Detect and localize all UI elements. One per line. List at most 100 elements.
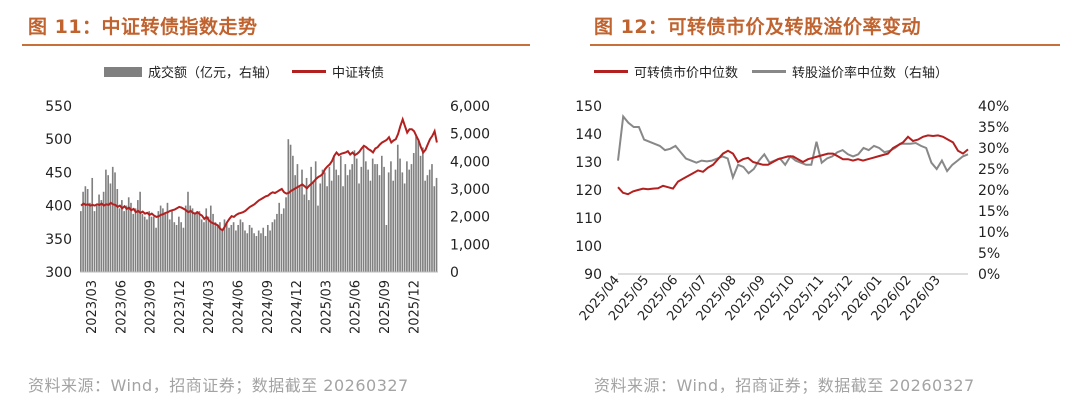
y-right-tick-label: 0 — [450, 265, 459, 281]
y-right-tick-label: 1,000 — [450, 237, 490, 253]
volume-bar — [214, 222, 217, 272]
volume-bar — [385, 224, 388, 272]
volume-bar — [180, 222, 182, 272]
y-right-tick-label: 35% — [978, 120, 1009, 136]
y-right-tick-label: 2,000 — [450, 210, 490, 226]
volume-bar — [84, 186, 87, 272]
volume-bar — [225, 222, 228, 272]
volume-bar — [292, 155, 294, 272]
volume-bar — [146, 219, 148, 272]
y-left-tick-label: 450 — [45, 165, 72, 181]
volume-bar — [152, 216, 155, 272]
volume-bar — [417, 139, 420, 272]
legend-swatch-volume — [104, 66, 142, 77]
volume-bar — [349, 169, 351, 272]
volume-bar — [98, 194, 100, 272]
volume-bar — [171, 211, 173, 272]
convertible-index-chart: 300 350 400 450 500 550 0 1,000 2,000 3,000 4,000 5… — [45, 99, 490, 334]
y-left-tick-label: 150 — [575, 99, 602, 115]
volume-bar — [376, 164, 379, 272]
y-left-tick-label: 550 — [45, 99, 72, 115]
volume-bar — [289, 144, 292, 272]
x-tick-label: 2023/03 — [85, 280, 100, 334]
volume-bar — [380, 155, 383, 272]
volume-bar — [207, 216, 210, 272]
x-tick-label: 2023/12 — [173, 280, 188, 334]
y-right-tick-label: 40% — [978, 99, 1009, 115]
volume-bar — [301, 169, 303, 272]
volume-bar — [273, 219, 276, 272]
chart-legend: 成交额（亿元，右轴） 中证转债 — [104, 62, 384, 81]
volume-bar — [321, 169, 324, 272]
source-note: 资料来源：Wind，招商证券；数据截至 20260327 — [28, 376, 409, 395]
x-tick-label: 2025/06 — [349, 280, 364, 334]
volume-bar — [132, 213, 135, 272]
volume-bar — [383, 166, 385, 272]
volume-bar — [253, 233, 255, 272]
y-left-tick-label: 90 — [584, 267, 602, 283]
volume-bar — [262, 227, 265, 272]
title-rule — [590, 44, 1060, 46]
legend-swatch-premium — [752, 70, 787, 73]
volume-bar — [95, 205, 98, 272]
volume-bar — [346, 175, 349, 272]
chart-legend: 可转债市价中位数 转股溢价率中位数（右轴） — [594, 62, 948, 81]
volume-bar — [271, 222, 274, 272]
volume-bar — [125, 205, 128, 272]
volume-bar — [422, 147, 424, 272]
volume-bar — [412, 153, 415, 272]
volume-bar — [323, 172, 326, 272]
volume-bar — [374, 164, 376, 272]
volume-bar — [105, 169, 107, 272]
volume-bar — [308, 200, 310, 272]
volume-bar — [198, 211, 201, 272]
x-tick-label: 2023/09 — [144, 280, 159, 334]
y-left-tick-label: 130 — [575, 155, 602, 171]
volume-bar — [248, 224, 251, 272]
volume-bar — [406, 161, 408, 272]
volume-bar — [164, 213, 167, 272]
volume-bar — [118, 208, 121, 272]
volume-bar — [426, 175, 429, 272]
volume-bar — [399, 158, 401, 272]
volume-bar — [387, 172, 390, 272]
volume-bar — [312, 180, 315, 272]
volume-bar — [287, 139, 290, 272]
volume-bar — [114, 172, 116, 272]
volume-bar — [80, 211, 82, 272]
volume-bar — [303, 194, 306, 272]
volume-bar — [344, 164, 347, 272]
y-left-tick-label: 400 — [45, 199, 72, 215]
volume-bar — [228, 227, 230, 272]
volume-bar — [155, 227, 157, 272]
y-left-tick-label: 300 — [45, 265, 72, 281]
volume-bar — [93, 211, 96, 272]
volume-bar — [358, 183, 360, 272]
volume-bar — [182, 227, 185, 272]
source-note: 资料来源：Wind，招商证券；数据截至 20260327 — [594, 376, 975, 395]
volume-bar — [221, 230, 224, 272]
volume-bar — [216, 224, 219, 272]
y-right-tick-label: 4,000 — [450, 154, 490, 170]
volume-bar — [371, 158, 374, 272]
index-line — [80, 116, 438, 232]
volume-bar — [392, 180, 395, 272]
volume-bar — [353, 150, 356, 272]
volume-bar — [237, 224, 239, 272]
legend-swatch-index — [292, 70, 327, 73]
volume-bar — [82, 191, 84, 272]
volume-bar — [194, 213, 196, 272]
volume-bar — [102, 191, 105, 272]
volume-bar — [280, 213, 283, 272]
x-tick-label: 2025/09 — [378, 280, 393, 334]
volume-bar — [219, 222, 221, 272]
legend-swatch-price — [594, 70, 628, 73]
volume-bar — [360, 166, 363, 272]
volume-bar — [203, 222, 205, 272]
volume-bar — [123, 211, 125, 272]
volume-bar — [166, 202, 169, 272]
y-left-tick-label: 120 — [575, 183, 602, 199]
volume-bar — [355, 158, 358, 272]
volume-bar — [257, 230, 260, 272]
legend-label-premium: 转股溢价率中位数（右轴） — [792, 66, 949, 81]
